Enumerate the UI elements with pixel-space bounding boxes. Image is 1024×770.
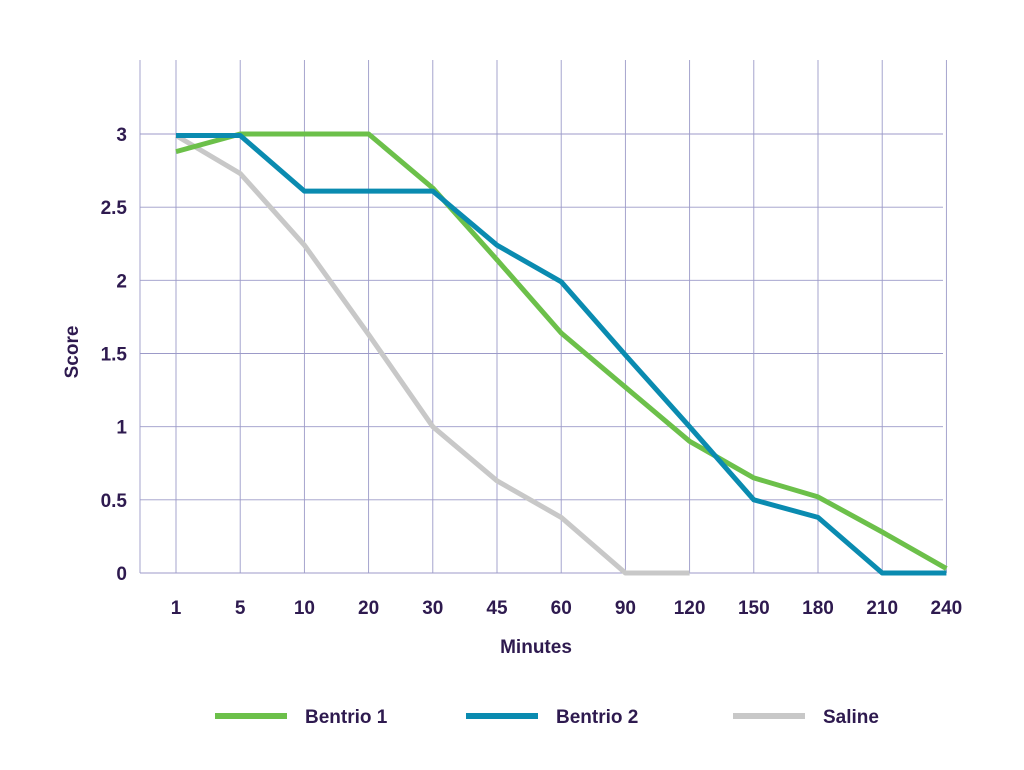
series-line-saline: [174, 133, 690, 576]
x-tick-label: 180: [802, 598, 834, 619]
legend-label: Bentrio 2: [556, 707, 638, 728]
y-tick-label: 0.5: [101, 491, 128, 512]
x-tick-label: 120: [674, 598, 706, 619]
series-lines: [174, 131, 948, 576]
y-tick-label: 2.5: [101, 198, 128, 219]
x-tick-label: 90: [615, 598, 636, 619]
x-tick-label: 10: [294, 598, 315, 619]
y-tick-label: 1: [116, 418, 127, 439]
y-tick-label: 0: [116, 564, 127, 585]
series-line-bentrio-2: [176, 133, 947, 576]
legend: Bentrio 1 Bentrio 2 Saline: [215, 707, 879, 728]
legend-label: Saline: [823, 707, 879, 728]
x-tick-label: 210: [866, 598, 898, 619]
legend-label: Bentrio 1: [305, 707, 388, 728]
y-tick-label: 1.5: [101, 345, 128, 366]
y-axis-title: Score: [62, 326, 83, 379]
x-tick-label: 150: [738, 598, 770, 619]
series-line-bentrio-1: [175, 131, 948, 571]
x-tick-label: 20: [358, 598, 379, 619]
grid: [139, 60, 947, 574]
x-tick-label: 1: [171, 598, 182, 619]
x-tick-label: 30: [422, 598, 443, 619]
x-tick-label: 240: [931, 598, 963, 619]
x-tick-label: 45: [486, 598, 508, 619]
y-tick-label: 2: [116, 271, 127, 292]
y-tick-label: 3: [116, 125, 127, 146]
x-axis-ticks: 1 5 10 20 30 45 60 90 120 150 180 210 240: [171, 598, 963, 619]
x-tick-label: 60: [551, 598, 572, 619]
x-tick-label: 5: [235, 598, 246, 619]
x-axis-title: Minutes: [500, 637, 572, 658]
y-axis-ticks: 0 0.5 1 1.5 2 2.5 3: [101, 125, 128, 585]
